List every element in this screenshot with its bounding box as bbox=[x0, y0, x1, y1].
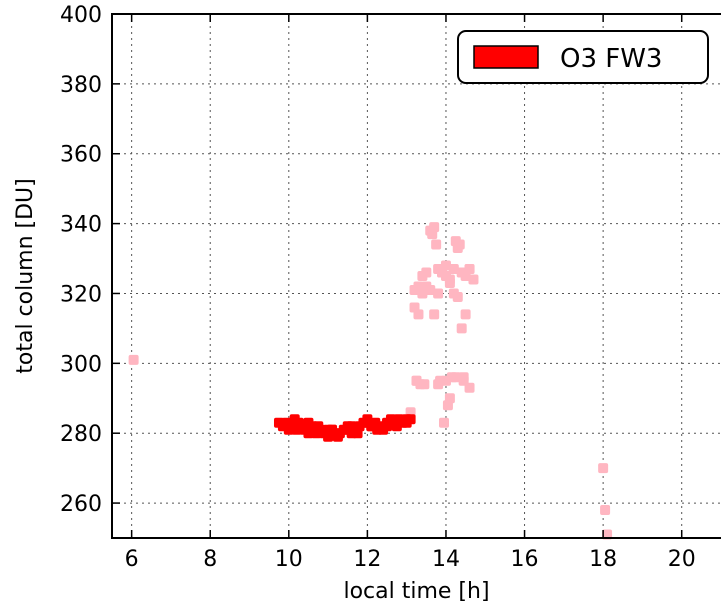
y-tick-label: 260 bbox=[60, 492, 102, 517]
data-points bbox=[128, 222, 613, 540]
data-point-o3-fw3 bbox=[385, 414, 396, 425]
data-point-o3-fw3 bbox=[366, 421, 377, 432]
y-tick-label: 300 bbox=[60, 352, 102, 377]
legend-label: O3 FW3 bbox=[560, 44, 662, 74]
data-point-other bbox=[419, 379, 430, 390]
data-point-other bbox=[456, 323, 467, 334]
data-point-other bbox=[444, 393, 455, 404]
data-point-o3-fw3 bbox=[401, 414, 412, 425]
data-point-other bbox=[598, 463, 609, 474]
data-point-other bbox=[411, 375, 422, 386]
x-tick-label: 10 bbox=[275, 547, 303, 572]
data-point-o3-fw3 bbox=[346, 428, 357, 439]
x-tick-label: 14 bbox=[432, 547, 460, 572]
data-point-other bbox=[460, 309, 471, 320]
data-point-other bbox=[600, 505, 611, 516]
axis-ticks: 6 8 10 12 14 16 18 20 260 280 300 320 340 360 380 400 bbox=[60, 3, 696, 572]
legend-box bbox=[457, 30, 709, 84]
y-tick-label: 340 bbox=[60, 213, 102, 238]
data-point-other bbox=[413, 309, 424, 320]
data-point-other bbox=[452, 291, 463, 302]
y-axis-label: total column [DU] bbox=[13, 178, 38, 374]
legend: O3 FW3 bbox=[457, 30, 709, 84]
plot-frame bbox=[111, 13, 721, 539]
data-point-other bbox=[468, 274, 479, 285]
y-tick-label: 320 bbox=[60, 282, 102, 307]
x-tick-label: 12 bbox=[353, 547, 381, 572]
y-tick-label: 360 bbox=[60, 143, 102, 168]
x-tick-label: 6 bbox=[125, 547, 139, 572]
data-point-other bbox=[440, 260, 451, 271]
data-point-other bbox=[444, 277, 455, 288]
data-point-other bbox=[446, 372, 457, 383]
data-point-o3-fw3 bbox=[327, 424, 338, 435]
data-point-other bbox=[439, 417, 450, 428]
data-point-other bbox=[128, 354, 139, 365]
y-tick-label: 400 bbox=[60, 3, 102, 28]
data-point-other bbox=[431, 239, 442, 250]
data-point-other bbox=[458, 375, 469, 386]
data-point-other bbox=[425, 284, 436, 295]
x-tick-label: 18 bbox=[589, 547, 617, 572]
x-axis-label: local time [h] bbox=[343, 579, 489, 604]
x-tick-label: 20 bbox=[668, 547, 696, 572]
data-point-other bbox=[429, 222, 440, 233]
data-point-other bbox=[454, 239, 465, 250]
data-point-o3-fw3 bbox=[307, 421, 318, 432]
x-tick-label: 16 bbox=[511, 547, 539, 572]
legend-swatch bbox=[473, 45, 539, 69]
data-point-other bbox=[448, 264, 459, 275]
data-point-other bbox=[464, 264, 475, 275]
data-point-o3-fw3 bbox=[287, 421, 298, 432]
y-tick-label: 280 bbox=[60, 422, 102, 447]
data-point-other bbox=[429, 309, 440, 320]
y-tick-label: 380 bbox=[60, 73, 102, 98]
data-point-other bbox=[433, 288, 444, 299]
data-point-other bbox=[421, 267, 432, 278]
x-tick-label: 8 bbox=[203, 547, 217, 572]
